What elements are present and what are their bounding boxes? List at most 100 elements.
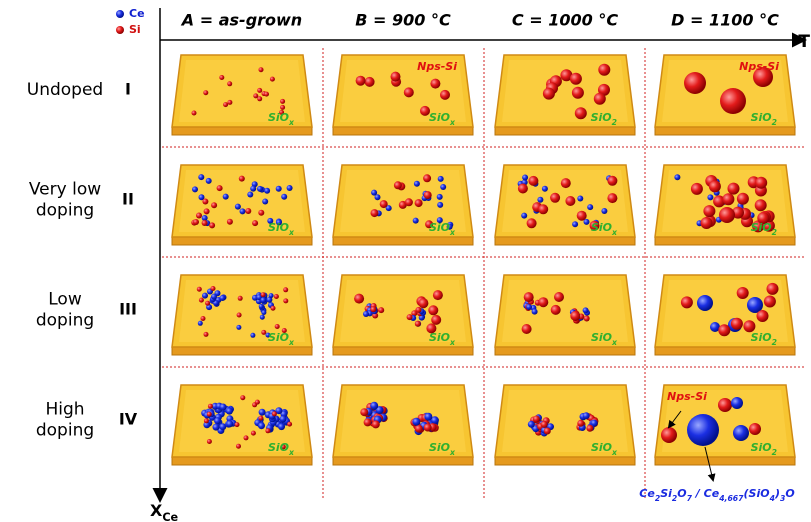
- si-particle: [403, 87, 414, 98]
- substrate-inner: [502, 390, 628, 452]
- matrix-label-sub: x: [288, 118, 295, 127]
- ce-particle: [440, 184, 447, 190]
- si-particle: [523, 292, 534, 303]
- ce-particle: [371, 189, 378, 196]
- si-particle: [526, 218, 537, 229]
- ce-particle: [222, 193, 229, 200]
- ce-particle: [219, 423, 227, 431]
- column-header: B = 900 °C: [355, 11, 451, 30]
- si-particle: [203, 331, 209, 337]
- si-particle: [274, 324, 280, 329]
- ce-particle: [279, 415, 287, 423]
- substrate-side: [171, 236, 313, 246]
- ce-particle: [268, 293, 274, 299]
- si-particle: [355, 75, 366, 86]
- legend-dot: [116, 10, 124, 18]
- si-particle: [216, 185, 223, 192]
- ce-particle: [258, 408, 266, 416]
- si-particle: [732, 206, 744, 219]
- si-particle: [261, 329, 267, 335]
- si-particle: [210, 286, 216, 291]
- formula-part: Si: [660, 487, 672, 500]
- matrix-label-base: SiO: [429, 441, 450, 454]
- si-particle: [538, 204, 549, 215]
- formula-part: Ce: [639, 487, 655, 500]
- si-particle: [287, 421, 293, 427]
- si-particle: [415, 306, 422, 313]
- si-particle: [598, 83, 610, 96]
- ce-particle: [225, 407, 233, 415]
- ce-particle: [370, 401, 379, 410]
- si-particle: [543, 427, 551, 435]
- matrix-label: SiOx: [429, 111, 456, 127]
- ce-particle: [526, 304, 532, 310]
- ce-particle: [582, 307, 589, 314]
- si-particle: [264, 91, 269, 97]
- row-numeral: I: [125, 80, 131, 99]
- si-particle: [684, 72, 706, 94]
- matrix-label-sub: 2: [772, 448, 777, 457]
- ce-particle: [250, 332, 256, 338]
- matrix-label: SiOx: [429, 331, 456, 347]
- matrix-label-sub: x: [288, 338, 295, 347]
- substrate-side: [332, 456, 474, 466]
- si-particle: [205, 300, 211, 306]
- si-particle: [243, 435, 249, 441]
- matrix-label-sub: x: [288, 228, 295, 237]
- si-particle: [517, 183, 528, 194]
- si-particle: [540, 420, 548, 428]
- ce-particle: [260, 297, 267, 304]
- si-particle: [234, 422, 240, 428]
- matrix-label-sub: x: [449, 338, 456, 347]
- substrate-side: [332, 236, 474, 246]
- matrix-label: SiOx: [591, 221, 618, 237]
- matrix-label: SiO2: [591, 111, 617, 127]
- substrate-side: [654, 346, 796, 356]
- substrate-side: [494, 236, 636, 246]
- si-particle: [430, 78, 441, 89]
- ce-particle: [531, 308, 538, 315]
- si-particle: [203, 208, 210, 215]
- si-particle: [236, 443, 241, 449]
- matrix-label-base: SiO: [751, 111, 772, 124]
- matrix-label-sub: 2: [612, 118, 617, 127]
- si-particle: [571, 86, 584, 99]
- si-particle: [661, 427, 677, 443]
- si-particle: [200, 316, 206, 321]
- si-particle: [550, 192, 561, 203]
- si-particle: [371, 420, 380, 429]
- matrix-label: SiOx: [268, 441, 295, 457]
- si-particle: [755, 176, 768, 189]
- matrix-label: SiO2: [751, 221, 777, 237]
- si-particle: [542, 87, 555, 100]
- ce-particle: [527, 420, 535, 428]
- row-label: doping: [36, 311, 94, 331]
- matrix-label-sub: x: [449, 448, 456, 457]
- ce-particle: [236, 324, 242, 330]
- si-particle: [576, 210, 587, 221]
- si-particle: [370, 306, 377, 313]
- si-particle: [577, 419, 585, 427]
- si-particle: [589, 220, 600, 231]
- ce-particle: [219, 295, 226, 301]
- ce-particle: [266, 296, 273, 303]
- row-label: Very low: [29, 180, 101, 200]
- si-particle: [283, 287, 289, 293]
- matrix-label: SiO2: [751, 441, 777, 457]
- si-particle: [211, 202, 218, 209]
- matrix-label-base: SiO: [751, 331, 772, 344]
- si-particle: [269, 76, 275, 82]
- si-particle: [713, 195, 726, 208]
- row-label: High: [45, 400, 84, 420]
- row-numeral: IV: [119, 410, 138, 429]
- si-particle: [708, 180, 721, 193]
- ce-particle: [413, 180, 420, 187]
- ce-particle: [375, 406, 384, 415]
- substrate-inner: [502, 280, 628, 342]
- ce-particle: [583, 218, 590, 225]
- ce-particle: [733, 425, 749, 441]
- matrix-label-base: SiO: [268, 331, 289, 344]
- ce-particle: [278, 423, 285, 431]
- ce-particle: [436, 217, 443, 224]
- si-particle: [227, 81, 233, 87]
